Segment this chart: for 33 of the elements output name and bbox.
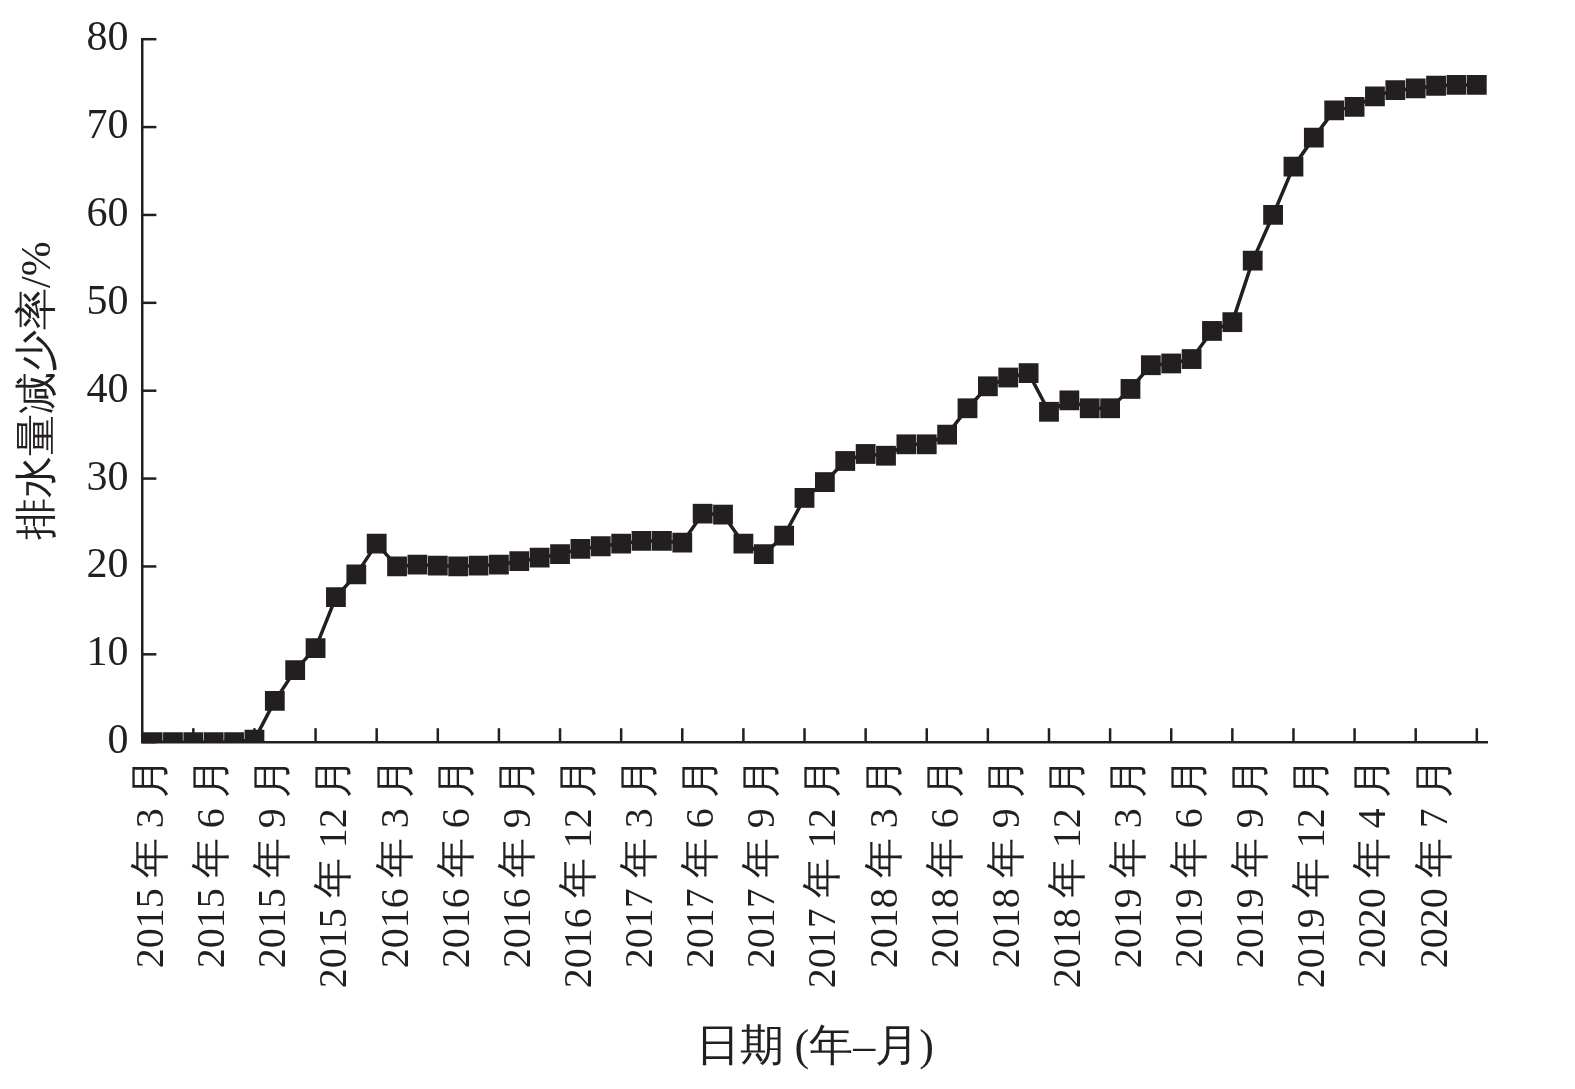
y-tick-label: 60 (86, 188, 129, 235)
x-tick-label: 2018 年 9 月 (982, 758, 1028, 969)
x-tick-label: 2017 年 9 月 (738, 758, 784, 969)
x-tick-label: 2018 年 3 月 (860, 758, 906, 969)
x-tick-label: 2015 年 3 月 (127, 758, 173, 969)
x-tick-label: 2016 年 3 月 (371, 758, 417, 969)
x-tick-label: 2017 年 6 月 (677, 758, 723, 969)
x-tick-label: 2017 年 12 月 (799, 758, 845, 989)
x-tick-label: 2019 年 3 月 (1104, 758, 1150, 969)
y-tick-label: 80 (86, 13, 129, 60)
x-tick-label: 2016 年 6 月 (432, 758, 478, 969)
y-tick-label: 10 (86, 628, 129, 675)
y-tick-label: 40 (86, 364, 129, 411)
y-tick-label: 50 (86, 276, 129, 323)
x-tick-label: 2015 年 12 月 (310, 758, 356, 989)
x-tick-label: 2016 年 12 月 (554, 758, 600, 989)
y-tick-label: 70 (86, 101, 129, 148)
x-tick-label: 2018 年 6 月 (921, 758, 967, 969)
x-axis-title: 日期 (年–月) (695, 1021, 934, 1071)
x-tick-label: 2019 年 12 月 (1288, 758, 1334, 989)
x-tick-label: 2019 年 9 月 (1227, 758, 1273, 969)
y-axis-title: 排水量减少率/% (13, 241, 60, 541)
x-tick-label: 2017 年 3 月 (616, 758, 662, 969)
x-tick-label: 2020 年 7 月 (1410, 758, 1456, 969)
x-tick-label: 2015 年 9 月 (249, 758, 295, 969)
x-tick-label: 2019 年 6 月 (1166, 758, 1212, 969)
y-tick-label: 0 (107, 716, 129, 763)
x-tick-label: 2016 年 9 月 (493, 758, 539, 969)
x-tick-label: 2018 年 12 月 (1043, 758, 1089, 989)
x-tick-label: 2015 年 6 月 (188, 758, 234, 969)
x-tick-label: 2020 年 4 月 (1349, 758, 1395, 969)
y-tick-label: 30 (86, 452, 129, 499)
y-tick-label: 20 (86, 540, 129, 587)
